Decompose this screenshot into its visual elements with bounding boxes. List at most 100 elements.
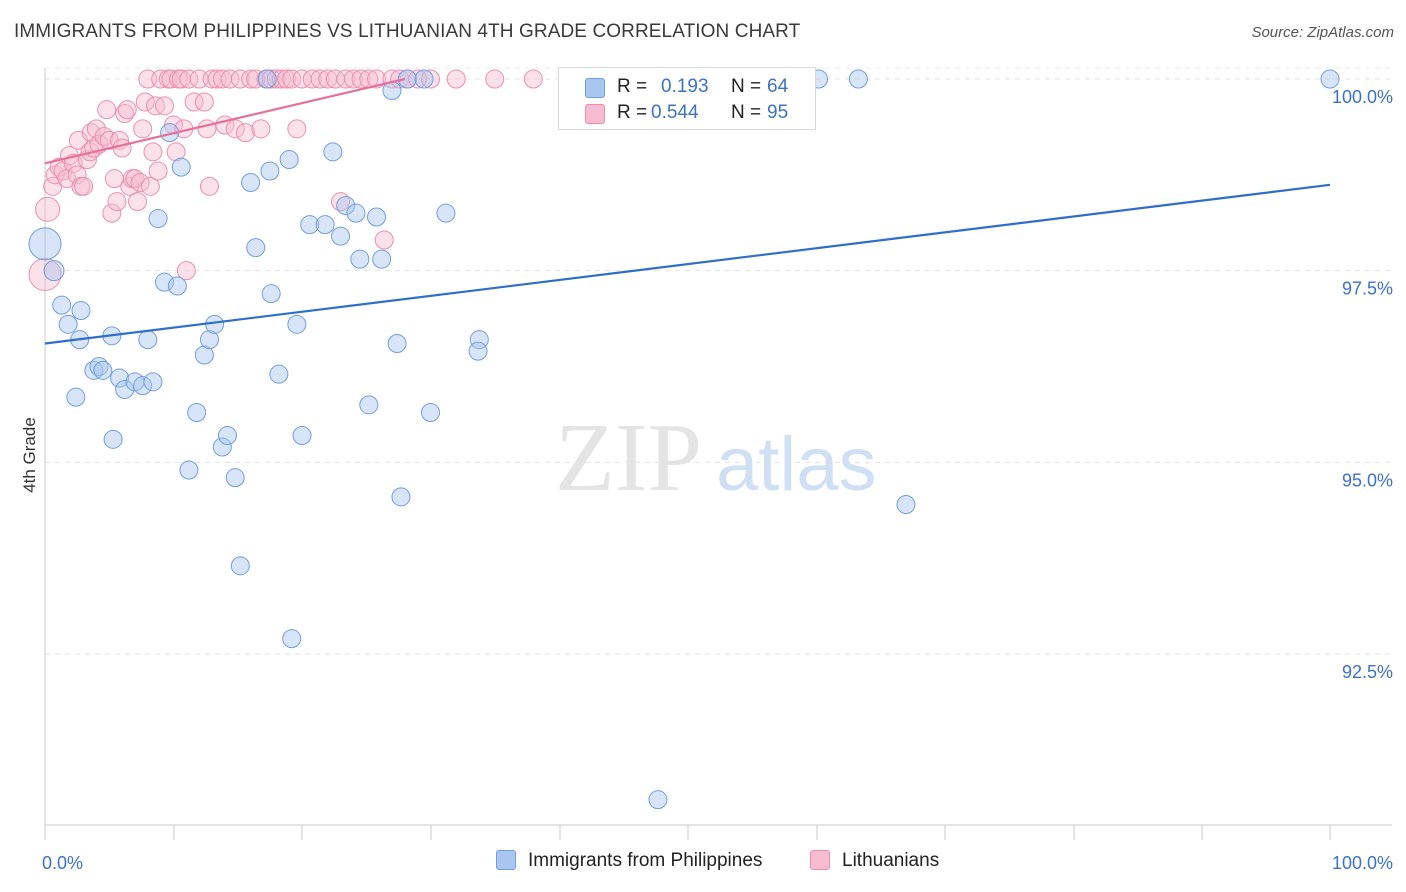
point-philippines <box>58 314 78 334</box>
point-lithuanians <box>235 123 255 143</box>
point-philippines <box>133 376 153 396</box>
point-lithuanians <box>282 69 302 89</box>
point-philippines <box>66 387 86 407</box>
bottom-legend-swatch-philippines <box>496 850 516 870</box>
point-lithuanians <box>184 92 204 112</box>
legend-r-value: 0.193 <box>661 76 709 97</box>
point-philippines <box>279 150 299 169</box>
point-philippines <box>359 395 379 415</box>
legend-n-value: 95 <box>767 102 789 123</box>
point-philippines <box>292 426 312 445</box>
point-lithuanians <box>343 69 363 89</box>
point-lithuanians <box>220 69 240 89</box>
point-lithuanians <box>155 96 175 116</box>
x-tick-label: 100.0% <box>1332 853 1393 873</box>
point-philippines <box>269 364 289 384</box>
chart-title: IMMIGRANTS FROM PHILIPPINES VS LITHUANIA… <box>14 21 801 42</box>
point-philippines <box>115 380 135 399</box>
point-philippines <box>230 556 250 576</box>
point-philippines <box>241 173 261 192</box>
point-lithuanians <box>331 192 351 212</box>
point-philippines <box>648 790 668 810</box>
y-tick-label: 92.5% <box>1342 662 1393 682</box>
point-lithuanians <box>374 230 394 250</box>
point-philippines <box>367 207 387 227</box>
point-lithuanians <box>86 119 106 139</box>
point-philippines <box>138 330 158 350</box>
point-philippines <box>421 403 440 422</box>
point-lithuanians <box>351 69 371 89</box>
legend-swatch-philippines <box>585 78 605 98</box>
point-lithuanians <box>446 69 466 89</box>
point-philippines <box>194 345 214 365</box>
point-philippines <box>43 260 65 282</box>
point-lithuanians <box>97 100 117 120</box>
point-philippines <box>187 403 207 422</box>
point-philippines <box>52 295 72 315</box>
point-philippines <box>287 314 307 334</box>
point-lithuanians <box>112 138 132 158</box>
point-lithuanians <box>135 92 155 112</box>
legend-n-value: 64 <box>767 76 789 97</box>
point-lithuanians <box>94 127 114 146</box>
point-lithuanians <box>179 69 199 89</box>
point-philippines <box>300 215 320 235</box>
point-lithuanians <box>117 100 137 120</box>
point-lithuanians <box>128 192 148 212</box>
point-philippines <box>350 249 370 269</box>
bottom-legend-label-philippines: Immigrants from Philippines <box>528 850 763 871</box>
point-lithuanians <box>310 69 330 89</box>
watermark-atlas: atlas <box>716 422 877 507</box>
point-philippines <box>225 468 245 488</box>
point-lithuanians <box>271 69 291 89</box>
point-philippines <box>212 437 232 457</box>
point-lithuanians <box>74 176 94 196</box>
watermark-zip: ZIP <box>555 404 702 512</box>
point-lithuanians <box>81 123 101 143</box>
point-philippines <box>848 69 868 89</box>
bottom-legend-lithuanians[interactable]: Lithuanians <box>810 850 939 872</box>
point-lithuanians <box>133 119 153 139</box>
point-philippines <box>143 372 163 392</box>
legend-n-label: N = <box>731 76 762 97</box>
legend-r-label: R = <box>617 102 648 123</box>
point-lithuanians <box>130 173 150 192</box>
point-philippines <box>372 249 392 269</box>
point-philippines <box>28 227 62 261</box>
y-tick-label: 97.5% <box>1342 279 1393 299</box>
point-philippines <box>155 272 175 292</box>
legend-n-label: N = <box>731 102 762 123</box>
point-lithuanians <box>107 192 127 212</box>
point-philippines <box>391 487 411 507</box>
point-philippines <box>468 341 488 361</box>
y-tick-label: 100.0% <box>1332 87 1393 107</box>
bottom-legend-swatch-lithuanians <box>810 850 830 870</box>
point-philippines <box>217 426 237 445</box>
source-label: Source: ZipAtlas.com <box>1251 24 1394 41</box>
point-lithuanians <box>230 69 250 89</box>
point-philippines <box>179 460 199 480</box>
point-philippines <box>414 69 434 89</box>
legend-swatch-lithuanians <box>585 104 605 124</box>
point-lithuanians <box>302 69 322 89</box>
point-philippines <box>171 157 191 177</box>
legend-r-label: R = <box>617 76 648 97</box>
point-lithuanians <box>197 119 217 139</box>
point-lithuanians <box>199 176 219 196</box>
point-philippines <box>93 360 113 380</box>
point-philippines <box>89 357 109 376</box>
point-philippines <box>199 330 219 350</box>
point-philippines <box>261 284 281 304</box>
bottom-legend-philippines[interactable]: Immigrants from Philippines <box>496 850 762 872</box>
trendline-lithuanians <box>44 77 406 165</box>
point-lithuanians <box>35 196 61 222</box>
point-lithuanians <box>140 176 160 196</box>
legend-r-value: 0.544 <box>651 102 699 123</box>
trendline-philippines <box>44 183 1331 345</box>
point-philippines <box>436 203 456 223</box>
point-philippines <box>387 334 407 353</box>
point-philippines <box>71 301 91 321</box>
point-philippines <box>896 495 916 514</box>
point-lithuanians <box>241 69 261 89</box>
